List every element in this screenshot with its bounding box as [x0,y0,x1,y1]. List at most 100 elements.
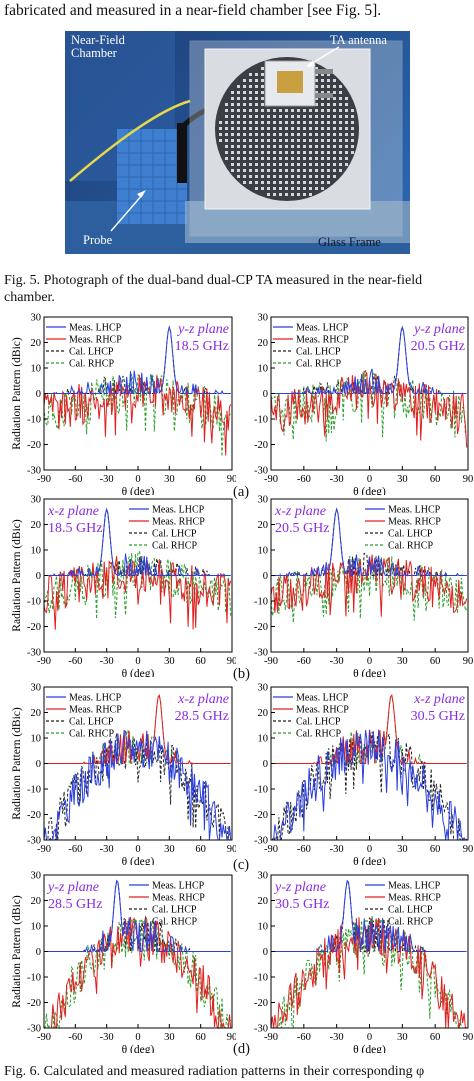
y-tick-label: -20 [27,622,41,633]
x-axis-label: θ (deg) [122,668,155,677]
legend-label: Cal. LHCP [152,529,197,540]
x-tick-label: -30 [330,656,344,667]
x-tick-label: 30 [164,1032,175,1043]
y-tick-label: 20 [31,520,42,531]
x-axis-label: θ (deg) [353,856,386,865]
x-axis-label: θ (deg) [122,856,155,865]
label-ta-antenna: TA antenna [330,33,387,47]
series-line-3 [44,325,231,395]
photo-illustration [65,31,410,254]
x-tick-label: 30 [397,656,408,667]
x-tick-label: 90 [227,1032,236,1043]
x-tick-label: 0 [135,656,140,667]
legend-label: Cal. RHCP [152,917,197,928]
y-tick-label: -30 [27,836,41,847]
legend-label: Meas. LHCP [69,323,122,334]
legend-label: Cal. LHCP [152,905,197,916]
x-axis-label: θ (deg) [122,486,155,495]
y-tick-label: -20 [254,810,268,821]
x-tick-label: 0 [135,474,140,485]
y-tick-label: -20 [27,998,41,1009]
y-tick-label: -10 [254,415,268,426]
legend-label: Cal. LHCP [296,717,341,728]
y-tick-label: -10 [27,785,41,796]
x-tick-label: 90 [463,1032,474,1043]
y-tick-label: 20 [258,708,269,719]
legend-label: Cal. RHCP [69,359,114,370]
y-tick-label: -30 [254,648,268,659]
x-tick-label: 30 [164,656,175,667]
y-tick-label: 30 [258,313,269,324]
annotation-frequency: 28.5 GHz [175,709,229,724]
arrow-ta [306,46,340,67]
annotation-plane: y-z plane [273,880,326,895]
x-tick-label: 90 [227,656,236,667]
y-tick-label: 0 [263,571,268,582]
y-tick-label: 10 [31,546,42,557]
chart-c1: -90 -60 -30 0 30 60 90 -30 -20 -10 0 10 20 30 θ (deg) R… [11,683,236,865]
x-tick-label: -30 [330,474,344,485]
y-axis-label: Radiation Pattern (dBic) [11,707,23,820]
series-line-3 [44,879,231,954]
x-tick-label: -90 [37,474,51,485]
annotation-plane: x-z plane [177,692,229,707]
x-tick-label: -60 [68,656,82,667]
probe-stick [177,123,187,183]
y-tick-label: -30 [27,466,41,477]
annotation-plane: x-z plane [274,504,326,519]
series-line-0 [43,550,232,619]
y-tick-label: -20 [254,622,268,633]
y-tick-label: -30 [254,836,268,847]
legend-label: Cal. RHCP [388,541,433,552]
x-tick-label: 90 [227,844,236,855]
y-tick-label: 0 [263,759,268,770]
y-tick-label: 0 [263,389,268,400]
x-tick-label: 0 [135,844,140,855]
chart-d1: -90 -60 -30 0 30 60 90 -30 -20 -10 0 10 20 30 θ (deg) R… [11,871,236,1053]
x-tick-label: -30 [100,1032,114,1043]
y-tick-label: -10 [27,415,41,426]
legend-label: Meas. LHCP [69,693,122,704]
y-tick-label: 0 [36,947,41,958]
legend-label: Meas. LHCP [388,881,441,892]
chart-d2: -90 -60 -30 0 30 60 90 -30 -20 -10 0 10 20 30 θ (deg) M… [254,871,474,1053]
y-tick-label: 20 [258,520,269,531]
y-axis-label: Radiation Pattern (dBic) [11,895,23,1008]
x-tick-label: -60 [68,1032,82,1043]
y-tick-label: -20 [27,440,41,451]
y-tick-label: -20 [254,998,268,1009]
x-tick-label: 0 [135,1032,140,1043]
y-tick-label: 10 [31,734,42,745]
annotation-frequency: 30.5 GHz [411,709,465,724]
body-text-line: fabricated and measured in a near-field … [4,2,382,19]
annotation-frequency: 18.5 GHz [175,339,229,354]
sublabel-d: (d) [233,1041,250,1057]
series-line-2 [43,374,232,456]
x-tick-label: 30 [397,474,408,485]
x-tick-label: -90 [37,1032,51,1043]
yellow-cable [69,99,191,182]
annotation-plane: y-z plane [412,322,465,337]
legend-label: Meas. LHCP [388,505,441,516]
legend-label: Meas. LHCP [152,881,205,892]
y-tick-label: 20 [31,338,42,349]
legend-label: Cal. LHCP [69,717,114,728]
chamber-photo: Near-Field Chamber TA antenna Probe Glas… [65,31,410,254]
y-tick-label: -30 [27,648,41,659]
y-tick-label: -10 [27,597,41,608]
x-tick-label: -30 [100,656,114,667]
x-tick-label: 90 [463,474,474,485]
y-tick-label: -30 [27,1024,41,1035]
x-tick-label: 0 [367,844,372,855]
y-tick-label: 30 [258,495,269,506]
chart-b1: -90 -60 -30 0 30 60 90 -30 -20 -10 0 10 20 30 θ (deg) R… [11,495,236,677]
x-tick-label: -90 [37,656,51,667]
fig6-caption: Fig. 6. Calculated and measured radiatio… [4,1064,425,1079]
x-tick-label: -90 [264,656,278,667]
y-tick-label: -10 [254,785,268,796]
x-tick-label: -60 [68,844,82,855]
series-line-3 [271,729,468,842]
legend-label: Meas. RHCP [152,893,205,904]
legend-label: Cal. RHCP [152,541,197,552]
legend-label: Cal. LHCP [296,347,341,358]
